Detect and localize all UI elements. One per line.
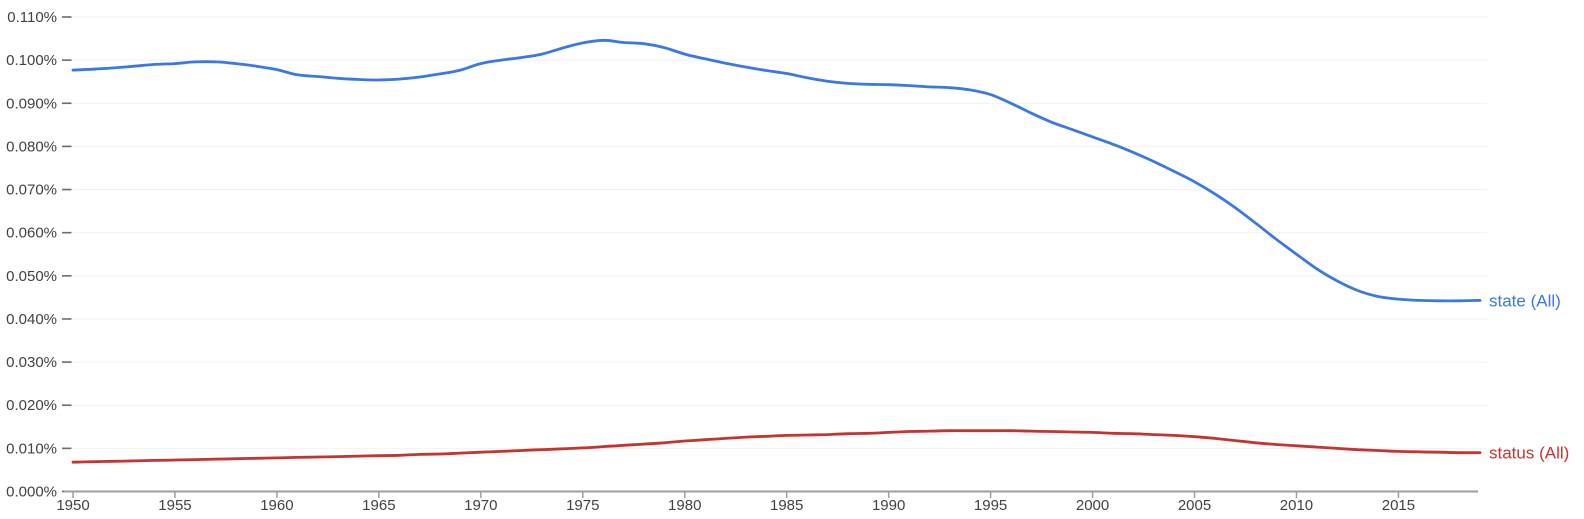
x-tick-label: 2015: [1382, 497, 1415, 514]
x-tick-label: 1950: [56, 497, 89, 514]
series-line-status-all[interactable]: [71, 429, 1482, 464]
x-tick-label: 1990: [872, 497, 905, 514]
y-tick-label: 0.110%: [7, 9, 57, 26]
x-tick-label: 1965: [362, 497, 395, 514]
y-tick-label: 0.010%: [6, 440, 57, 457]
x-tick-label: 1995: [974, 497, 1007, 514]
y-tick-label: 0.070%: [6, 182, 57, 199]
x-tick-label: 1975: [566, 497, 599, 514]
y-tick-label: 0.000%: [6, 484, 57, 501]
series-end-label-state-all[interactable]: state (All): [1489, 291, 1561, 310]
series-end-label-status-all[interactable]: status (All): [1489, 444, 1569, 463]
series-line-state-all[interactable]: [71, 38, 1482, 303]
x-tick-label: 1985: [770, 497, 803, 514]
y-tick-label: 0.080%: [6, 138, 57, 155]
y-tick-label: 0.030%: [6, 354, 57, 371]
x-tick-label: 1980: [668, 497, 701, 514]
y-tick-label: 0.090%: [6, 95, 57, 112]
x-tick-label: 2010: [1280, 497, 1313, 514]
y-tick-label: 0.050%: [6, 268, 57, 285]
y-tick-label: 0.040%: [6, 311, 57, 328]
x-tick-label: 1960: [260, 497, 293, 514]
x-tick-label: 1955: [158, 497, 191, 514]
y-tick-label: 0.020%: [6, 397, 57, 414]
x-tick-label: 1970: [464, 497, 497, 514]
y-tick-label: 0.100%: [6, 52, 57, 69]
x-tick-label: 2005: [1178, 497, 1211, 514]
x-tick-label: 2000: [1076, 497, 1109, 514]
y-tick-label: 0.060%: [6, 225, 57, 242]
